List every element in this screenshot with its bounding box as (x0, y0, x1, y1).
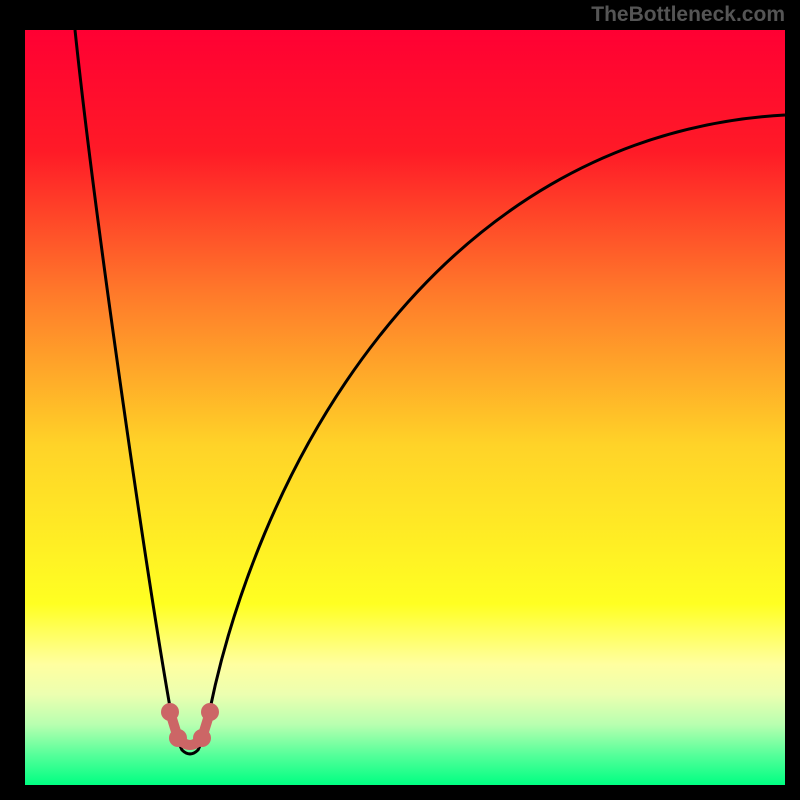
chart-root: TheBottleneck.com (0, 0, 800, 800)
valley-marker-right-dot-top (201, 703, 219, 721)
curve-left-branch (75, 30, 175, 735)
curve-right-branch (205, 115, 785, 735)
watermark-text: TheBottleneck.com (591, 3, 785, 27)
valley-marker-u (178, 738, 202, 745)
valley-marker-left-dot-top (161, 703, 179, 721)
curve-layer (0, 0, 800, 800)
